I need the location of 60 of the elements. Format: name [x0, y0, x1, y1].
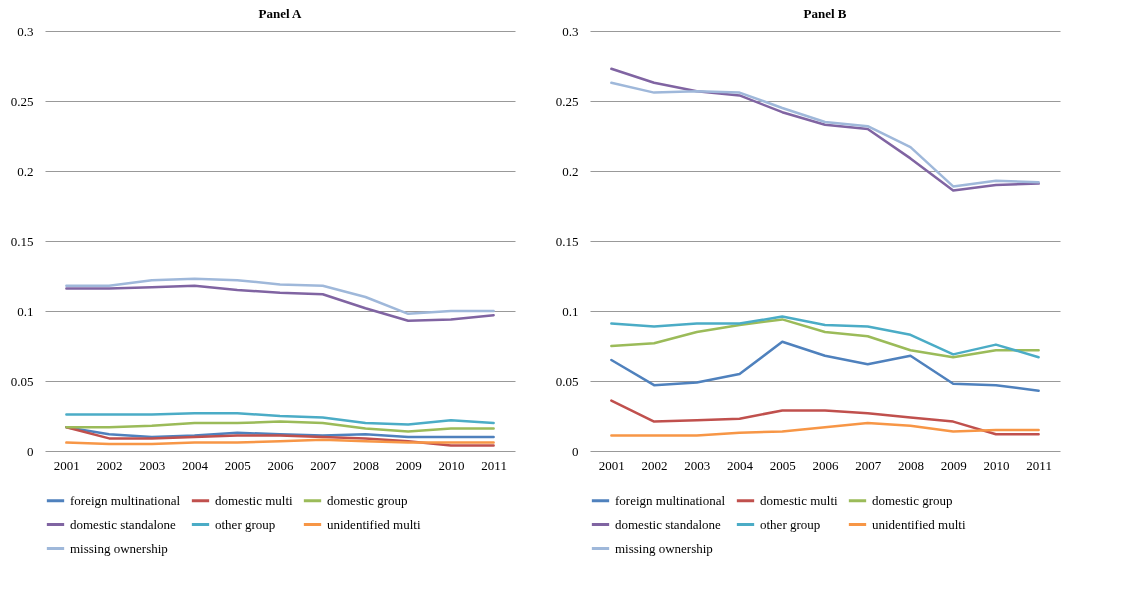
y-tick-label: 0.1 [562, 303, 579, 319]
x-tick-label: 2011 [1026, 457, 1052, 473]
line-series [610, 421, 1040, 437]
line-series [610, 399, 1040, 436]
legend-label: foreign multinational [70, 492, 181, 508]
line-series [65, 284, 495, 323]
legend-label: domestic standalone [615, 516, 722, 532]
legend-label: missing ownership [615, 540, 713, 556]
x-tick-label: 2007 [855, 457, 882, 473]
x-tick-label: 2011 [481, 457, 507, 473]
legend-label: unidentified multi [872, 516, 966, 532]
x-tick-label: 2004 [182, 457, 209, 473]
x-tick-label: 2006 [812, 457, 839, 473]
chart-title: Panel B [803, 6, 847, 21]
y-tick-label: 0 [572, 443, 579, 459]
x-tick-label: 2005 [224, 457, 251, 473]
y-tick-label: 0.3 [562, 23, 579, 39]
x-tick-label: 2001 [598, 457, 625, 473]
y-tick-label: 0.3 [17, 23, 34, 39]
line-series [65, 420, 495, 433]
y-tick-label: 0.05 [555, 373, 579, 389]
x-tick-label: 2002 [96, 457, 123, 473]
x-tick-label: 2008 [897, 457, 924, 473]
x-tick-label: 2004 [727, 457, 754, 473]
legend-label: foreign multinational [615, 492, 726, 508]
x-tick-label: 2010 [438, 457, 465, 473]
legend-label: other group [215, 516, 276, 532]
y-tick-label: 0.05 [10, 373, 34, 389]
line-series [65, 425, 495, 447]
legend-label: unidentified multi [327, 516, 421, 532]
line-series [610, 340, 1040, 393]
legend-label: domestic multi [760, 492, 839, 508]
y-tick-label: 0.1 [17, 303, 34, 319]
x-tick-label: 2009 [940, 457, 967, 473]
legend-label: domestic standalone [70, 516, 177, 532]
x-tick-label: 2008 [352, 457, 379, 473]
y-tick-label: 0.2 [562, 163, 579, 179]
y-tick-label: 0.25 [555, 93, 579, 109]
x-tick-label: 2007 [310, 457, 337, 473]
x-tick-label: 2009 [395, 457, 422, 473]
x-tick-label: 2006 [267, 457, 294, 473]
chart-title: Panel A [258, 6, 303, 21]
legend-label: missing ownership [70, 540, 168, 556]
x-tick-label: 2005 [769, 457, 796, 473]
line-series [65, 277, 495, 316]
legend-label: other group [760, 516, 821, 532]
x-tick-label: 2001 [53, 457, 80, 473]
y-tick-label: 0.15 [555, 233, 579, 249]
y-tick-label: 0.2 [17, 163, 34, 179]
legend-label: domestic group [872, 492, 953, 508]
line-series [65, 411, 495, 426]
y-tick-label: 0 [27, 443, 34, 459]
legend-label: domestic group [327, 492, 408, 508]
x-tick-label: 2010 [983, 457, 1010, 473]
y-tick-label: 0.25 [10, 93, 34, 109]
x-tick-label: 2003 [684, 457, 711, 473]
x-tick-label: 2003 [139, 457, 166, 473]
x-tick-label: 2002 [641, 457, 668, 473]
y-tick-label: 0.15 [10, 233, 34, 249]
legend-label: domestic multi [215, 492, 294, 508]
